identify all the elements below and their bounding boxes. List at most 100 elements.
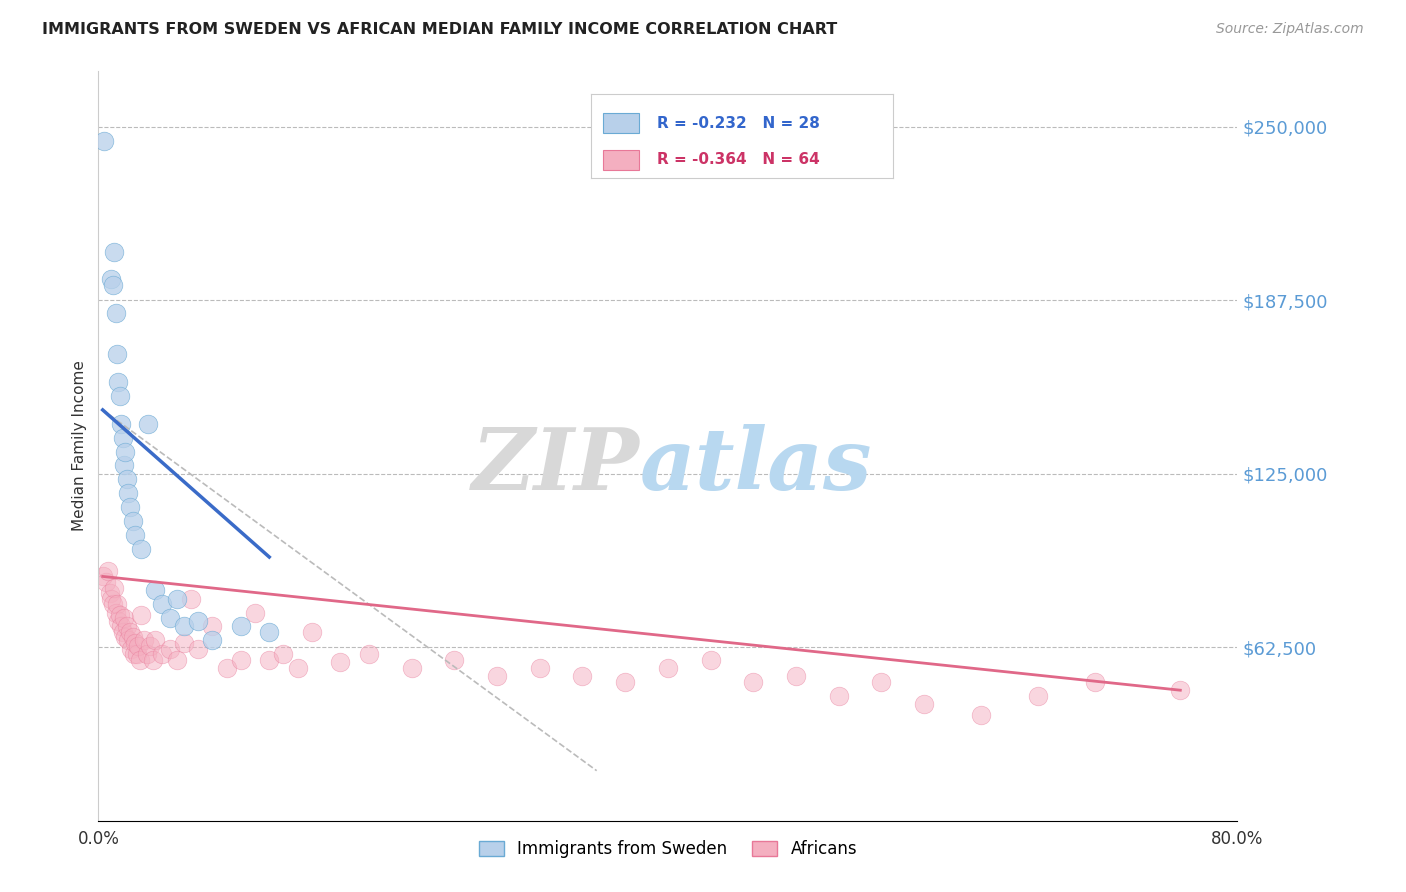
Point bbox=[138, 639, 160, 653]
Point bbox=[912, 697, 935, 711]
Point bbox=[115, 619, 138, 633]
Point bbox=[122, 647, 145, 661]
Point bbox=[103, 581, 125, 595]
Point bbox=[91, 569, 114, 583]
Point bbox=[141, 653, 163, 667]
Point bbox=[1084, 674, 1107, 689]
Point bbox=[108, 389, 131, 403]
Point bbox=[201, 633, 224, 648]
Point bbox=[110, 619, 132, 633]
Point bbox=[152, 647, 174, 661]
Point bbox=[401, 661, 423, 675]
Point bbox=[1170, 683, 1192, 698]
Point bbox=[101, 597, 124, 611]
Point bbox=[136, 417, 159, 431]
Point bbox=[329, 656, 352, 670]
Point bbox=[108, 608, 131, 623]
Point bbox=[110, 417, 132, 431]
Point bbox=[132, 633, 155, 648]
Point bbox=[145, 583, 167, 598]
Point bbox=[159, 611, 181, 625]
Point bbox=[166, 591, 188, 606]
Point bbox=[125, 647, 148, 661]
Point bbox=[114, 444, 136, 458]
Point bbox=[970, 708, 993, 723]
Text: ZIP: ZIP bbox=[471, 424, 640, 508]
Point bbox=[785, 669, 807, 683]
Point bbox=[742, 674, 765, 689]
Point bbox=[121, 514, 143, 528]
Point bbox=[571, 669, 593, 683]
Point bbox=[1026, 689, 1049, 703]
FancyBboxPatch shape bbox=[603, 150, 638, 169]
Point bbox=[100, 272, 122, 286]
Point bbox=[187, 641, 209, 656]
Point bbox=[97, 564, 120, 578]
Point bbox=[105, 597, 128, 611]
Point bbox=[145, 633, 167, 648]
Point bbox=[159, 641, 181, 656]
Point bbox=[114, 631, 136, 645]
Point bbox=[121, 631, 143, 645]
Point bbox=[127, 639, 149, 653]
Text: Source: ZipAtlas.com: Source: ZipAtlas.com bbox=[1216, 22, 1364, 37]
Point bbox=[112, 611, 135, 625]
Point bbox=[180, 591, 202, 606]
Point bbox=[301, 624, 323, 639]
Point bbox=[107, 614, 129, 628]
Point bbox=[135, 647, 157, 661]
Point bbox=[357, 647, 380, 661]
Point bbox=[287, 661, 309, 675]
Point bbox=[166, 653, 188, 667]
Point bbox=[870, 674, 893, 689]
Point bbox=[103, 244, 125, 259]
Point bbox=[117, 486, 139, 500]
Text: R = -0.364   N = 64: R = -0.364 N = 64 bbox=[657, 153, 820, 168]
Point bbox=[111, 431, 134, 445]
Text: atlas: atlas bbox=[640, 424, 872, 508]
Point bbox=[107, 375, 129, 389]
Point bbox=[98, 586, 121, 600]
Point bbox=[105, 347, 128, 361]
Point bbox=[117, 633, 139, 648]
Point bbox=[104, 606, 127, 620]
Point bbox=[93, 134, 115, 148]
FancyBboxPatch shape bbox=[603, 113, 638, 134]
Point bbox=[259, 653, 281, 667]
Point bbox=[828, 689, 851, 703]
Point bbox=[104, 306, 127, 320]
Point bbox=[152, 597, 174, 611]
Point bbox=[529, 661, 551, 675]
Point bbox=[187, 614, 209, 628]
Point bbox=[94, 574, 117, 589]
Y-axis label: Median Family Income: Median Family Income bbox=[72, 360, 87, 532]
Point bbox=[229, 653, 252, 667]
Point bbox=[124, 636, 146, 650]
Point bbox=[173, 636, 195, 650]
Point bbox=[614, 674, 637, 689]
Point bbox=[118, 624, 141, 639]
Point bbox=[201, 619, 224, 633]
Point bbox=[129, 541, 152, 556]
Point bbox=[124, 528, 146, 542]
Point bbox=[115, 472, 138, 486]
Point bbox=[215, 661, 238, 675]
Point bbox=[259, 624, 281, 639]
Point bbox=[699, 653, 721, 667]
Legend: Immigrants from Sweden, Africans: Immigrants from Sweden, Africans bbox=[472, 833, 863, 864]
Point bbox=[118, 500, 141, 514]
Point bbox=[129, 608, 152, 623]
Point bbox=[657, 661, 679, 675]
Point bbox=[229, 619, 252, 633]
Point bbox=[273, 647, 295, 661]
Point bbox=[111, 624, 134, 639]
Point bbox=[486, 669, 509, 683]
Text: R = -0.232   N = 28: R = -0.232 N = 28 bbox=[657, 116, 820, 131]
Point bbox=[112, 458, 135, 473]
Point bbox=[443, 653, 465, 667]
Point bbox=[100, 591, 122, 606]
Point bbox=[101, 278, 124, 293]
Text: IMMIGRANTS FROM SWEDEN VS AFRICAN MEDIAN FAMILY INCOME CORRELATION CHART: IMMIGRANTS FROM SWEDEN VS AFRICAN MEDIAN… bbox=[42, 22, 838, 37]
Point bbox=[128, 653, 150, 667]
Point bbox=[173, 619, 195, 633]
